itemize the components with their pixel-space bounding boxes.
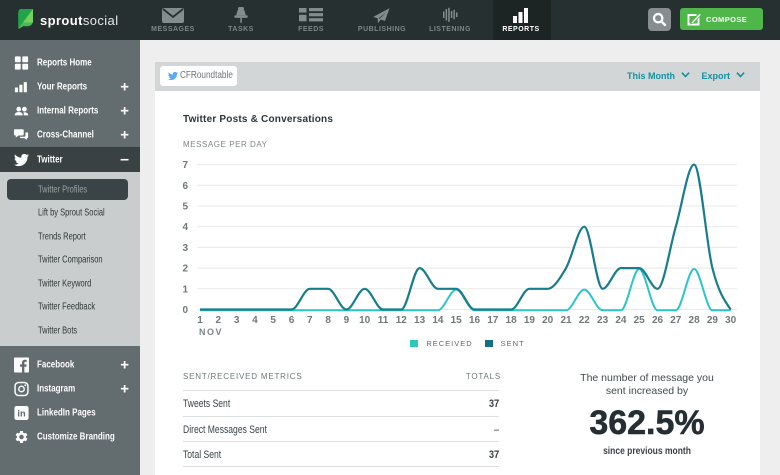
svg-text:4: 4 [182,222,188,233]
svg-text:4: 4 [252,315,258,326]
svg-text:23: 23 [597,315,609,326]
svg-text:3: 3 [182,243,188,254]
svg-text:14: 14 [432,315,444,326]
svg-text:7: 7 [307,315,313,326]
svg-text:5: 5 [270,315,276,326]
svg-text:6: 6 [182,181,188,192]
svg-text:0: 0 [182,305,188,316]
svg-text:2: 2 [216,315,222,326]
svg-text:7: 7 [182,160,188,171]
svg-text:29: 29 [707,315,719,326]
svg-text:9: 9 [344,315,350,326]
svg-text:in: in [17,409,26,419]
svg-text:11: 11 [378,315,389,326]
svg-text:22: 22 [579,315,591,326]
svg-text:28: 28 [689,315,701,326]
svg-text:12: 12 [396,315,408,326]
svg-text:NOV: NOV [199,327,223,337]
svg-text:1: 1 [197,315,203,326]
svg-text:1: 1 [182,284,188,295]
svg-text:20: 20 [542,315,554,326]
svg-text:21: 21 [560,315,572,326]
svg-text:24: 24 [615,315,627,326]
svg-text:18: 18 [506,315,518,326]
svg-text:25: 25 [634,315,646,326]
svg-text:27: 27 [670,315,682,326]
svg-text:30: 30 [725,315,737,326]
svg-text:8: 8 [325,315,331,326]
svg-text:19: 19 [524,315,536,326]
svg-text:5: 5 [182,202,188,213]
svg-text:3: 3 [234,315,240,326]
svg-text:6: 6 [289,315,295,326]
svg-text:26: 26 [652,315,664,326]
svg-text:15: 15 [451,315,463,326]
svg-text:17: 17 [487,315,499,326]
svg-text:16: 16 [469,315,481,326]
svg-text:13: 13 [414,315,426,326]
svg-text:10: 10 [359,315,371,326]
svg-text:2: 2 [182,264,188,275]
